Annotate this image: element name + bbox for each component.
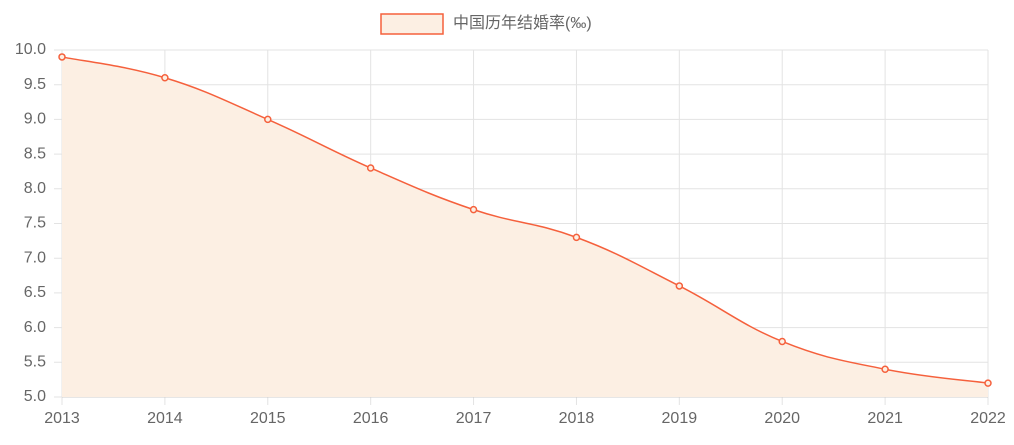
legend-label: 中国历年结婚率(‰) xyxy=(453,14,592,32)
y-tick-label: 5.0 xyxy=(24,388,46,405)
y-tick-label: 6.5 xyxy=(24,284,46,301)
point xyxy=(366,164,375,172)
x-tick-label: 2014 xyxy=(147,410,183,427)
point xyxy=(572,233,581,242)
y-tick-label: 8.0 xyxy=(24,180,46,197)
y-tick-label: 6.0 xyxy=(24,319,46,336)
point xyxy=(778,337,786,346)
point xyxy=(469,205,478,214)
x-tick-label: 2018 xyxy=(559,410,595,427)
y-tick-label: 5.5 xyxy=(24,354,46,371)
x-tick-label: 2021 xyxy=(867,410,903,427)
y-tick-label: 10.0 xyxy=(15,41,46,58)
x-tick-label: 2019 xyxy=(662,410,698,427)
y-tick-label: 7.0 xyxy=(24,249,46,266)
y-tick-label: 7.5 xyxy=(24,215,46,232)
point xyxy=(264,115,272,124)
legend-swatch xyxy=(380,13,444,35)
y-tick-label: 9.0 xyxy=(24,111,46,128)
point xyxy=(58,53,66,61)
x-tick-label: 2017 xyxy=(456,410,492,427)
point xyxy=(161,74,169,82)
point xyxy=(881,365,889,373)
x-tick-label: 2013 xyxy=(44,410,80,427)
line xyxy=(61,56,989,384)
area xyxy=(62,56,988,397)
x-tick-label: 2022 xyxy=(970,410,1006,427)
y-tick-label: 9.5 xyxy=(24,76,46,93)
x-tick-label: 2016 xyxy=(353,410,389,427)
x-tick-label: 2020 xyxy=(764,410,800,427)
y-tick-label: 8.5 xyxy=(24,145,46,162)
x-tick-label: 2015 xyxy=(250,410,286,427)
point xyxy=(675,282,684,290)
point xyxy=(984,379,992,387)
